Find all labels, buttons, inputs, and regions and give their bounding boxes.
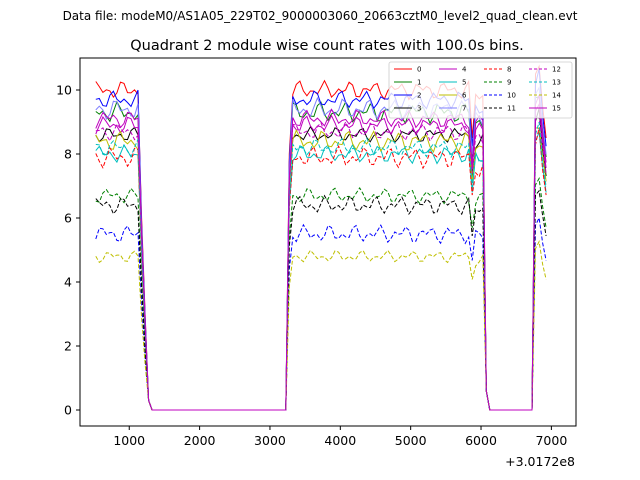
x-tick-label-1000: 1000 (113, 433, 145, 448)
series-line-6 (95, 127, 547, 411)
series-line-15 (95, 94, 547, 411)
legend-label-15: 15 (552, 105, 561, 113)
y-tick-label-2: 2 (64, 339, 72, 354)
legend-label-5: 5 (462, 79, 466, 87)
legend-label-8: 8 (507, 66, 511, 74)
y-tick-label-0: 0 (64, 403, 72, 418)
legend-label-13: 13 (552, 79, 561, 87)
y-tick-label-10: 10 (56, 83, 72, 98)
series-line-8 (95, 127, 547, 411)
series-line-13 (95, 121, 547, 411)
legend-label-10: 10 (507, 92, 516, 100)
x-tick-label-3000: 3000 (254, 433, 286, 448)
legend-frame (388, 61, 573, 119)
legend-label-12: 12 (552, 66, 561, 74)
y-tick-label-6: 6 (64, 211, 72, 226)
x-tick-label-7000: 7000 (535, 433, 567, 448)
x-tick-label-2000: 2000 (184, 433, 216, 448)
series-line-5 (95, 131, 547, 411)
legend-label-7: 7 (462, 105, 466, 113)
series-line-3 (95, 108, 547, 411)
y-tick-label-8: 8 (64, 147, 72, 162)
x-tick-label-6000: 6000 (465, 433, 497, 448)
legend-label-1: 1 (417, 79, 421, 87)
series-line-11 (95, 189, 547, 411)
series-line-12 (95, 117, 547, 411)
legend-label-2: 2 (417, 92, 421, 100)
series-line-14 (95, 239, 547, 411)
legend-label-0: 0 (417, 66, 421, 74)
legend-label-4: 4 (462, 66, 467, 74)
legend-label-9: 9 (507, 79, 511, 87)
y-axis: 0 2 4 6 8 10 (56, 83, 80, 418)
x-offset-label: +3.0172e8 (505, 454, 575, 469)
y-tick-label-4: 4 (64, 275, 72, 290)
series-line-7 (95, 86, 547, 411)
legend-label-6: 6 (462, 92, 467, 100)
x-tick-label-5000: 5000 (395, 433, 427, 448)
axes-frame (79, 57, 577, 427)
x-axis: 1000 2000 3000 4000 5000 6000 7000 (113, 426, 567, 448)
chart-title: Quadrant 2 module wise count rates with … (130, 38, 524, 54)
chart-suptitle: Data file: modeM0/AS1A05_229T02_90000030… (63, 9, 578, 23)
series-line-9 (95, 176, 547, 411)
series-line-10 (95, 216, 547, 411)
legend-label-11: 11 (507, 105, 516, 113)
legend-label-14: 14 (552, 92, 561, 100)
legend-label-3: 3 (417, 105, 421, 113)
x-tick-label-4000: 4000 (324, 433, 356, 448)
